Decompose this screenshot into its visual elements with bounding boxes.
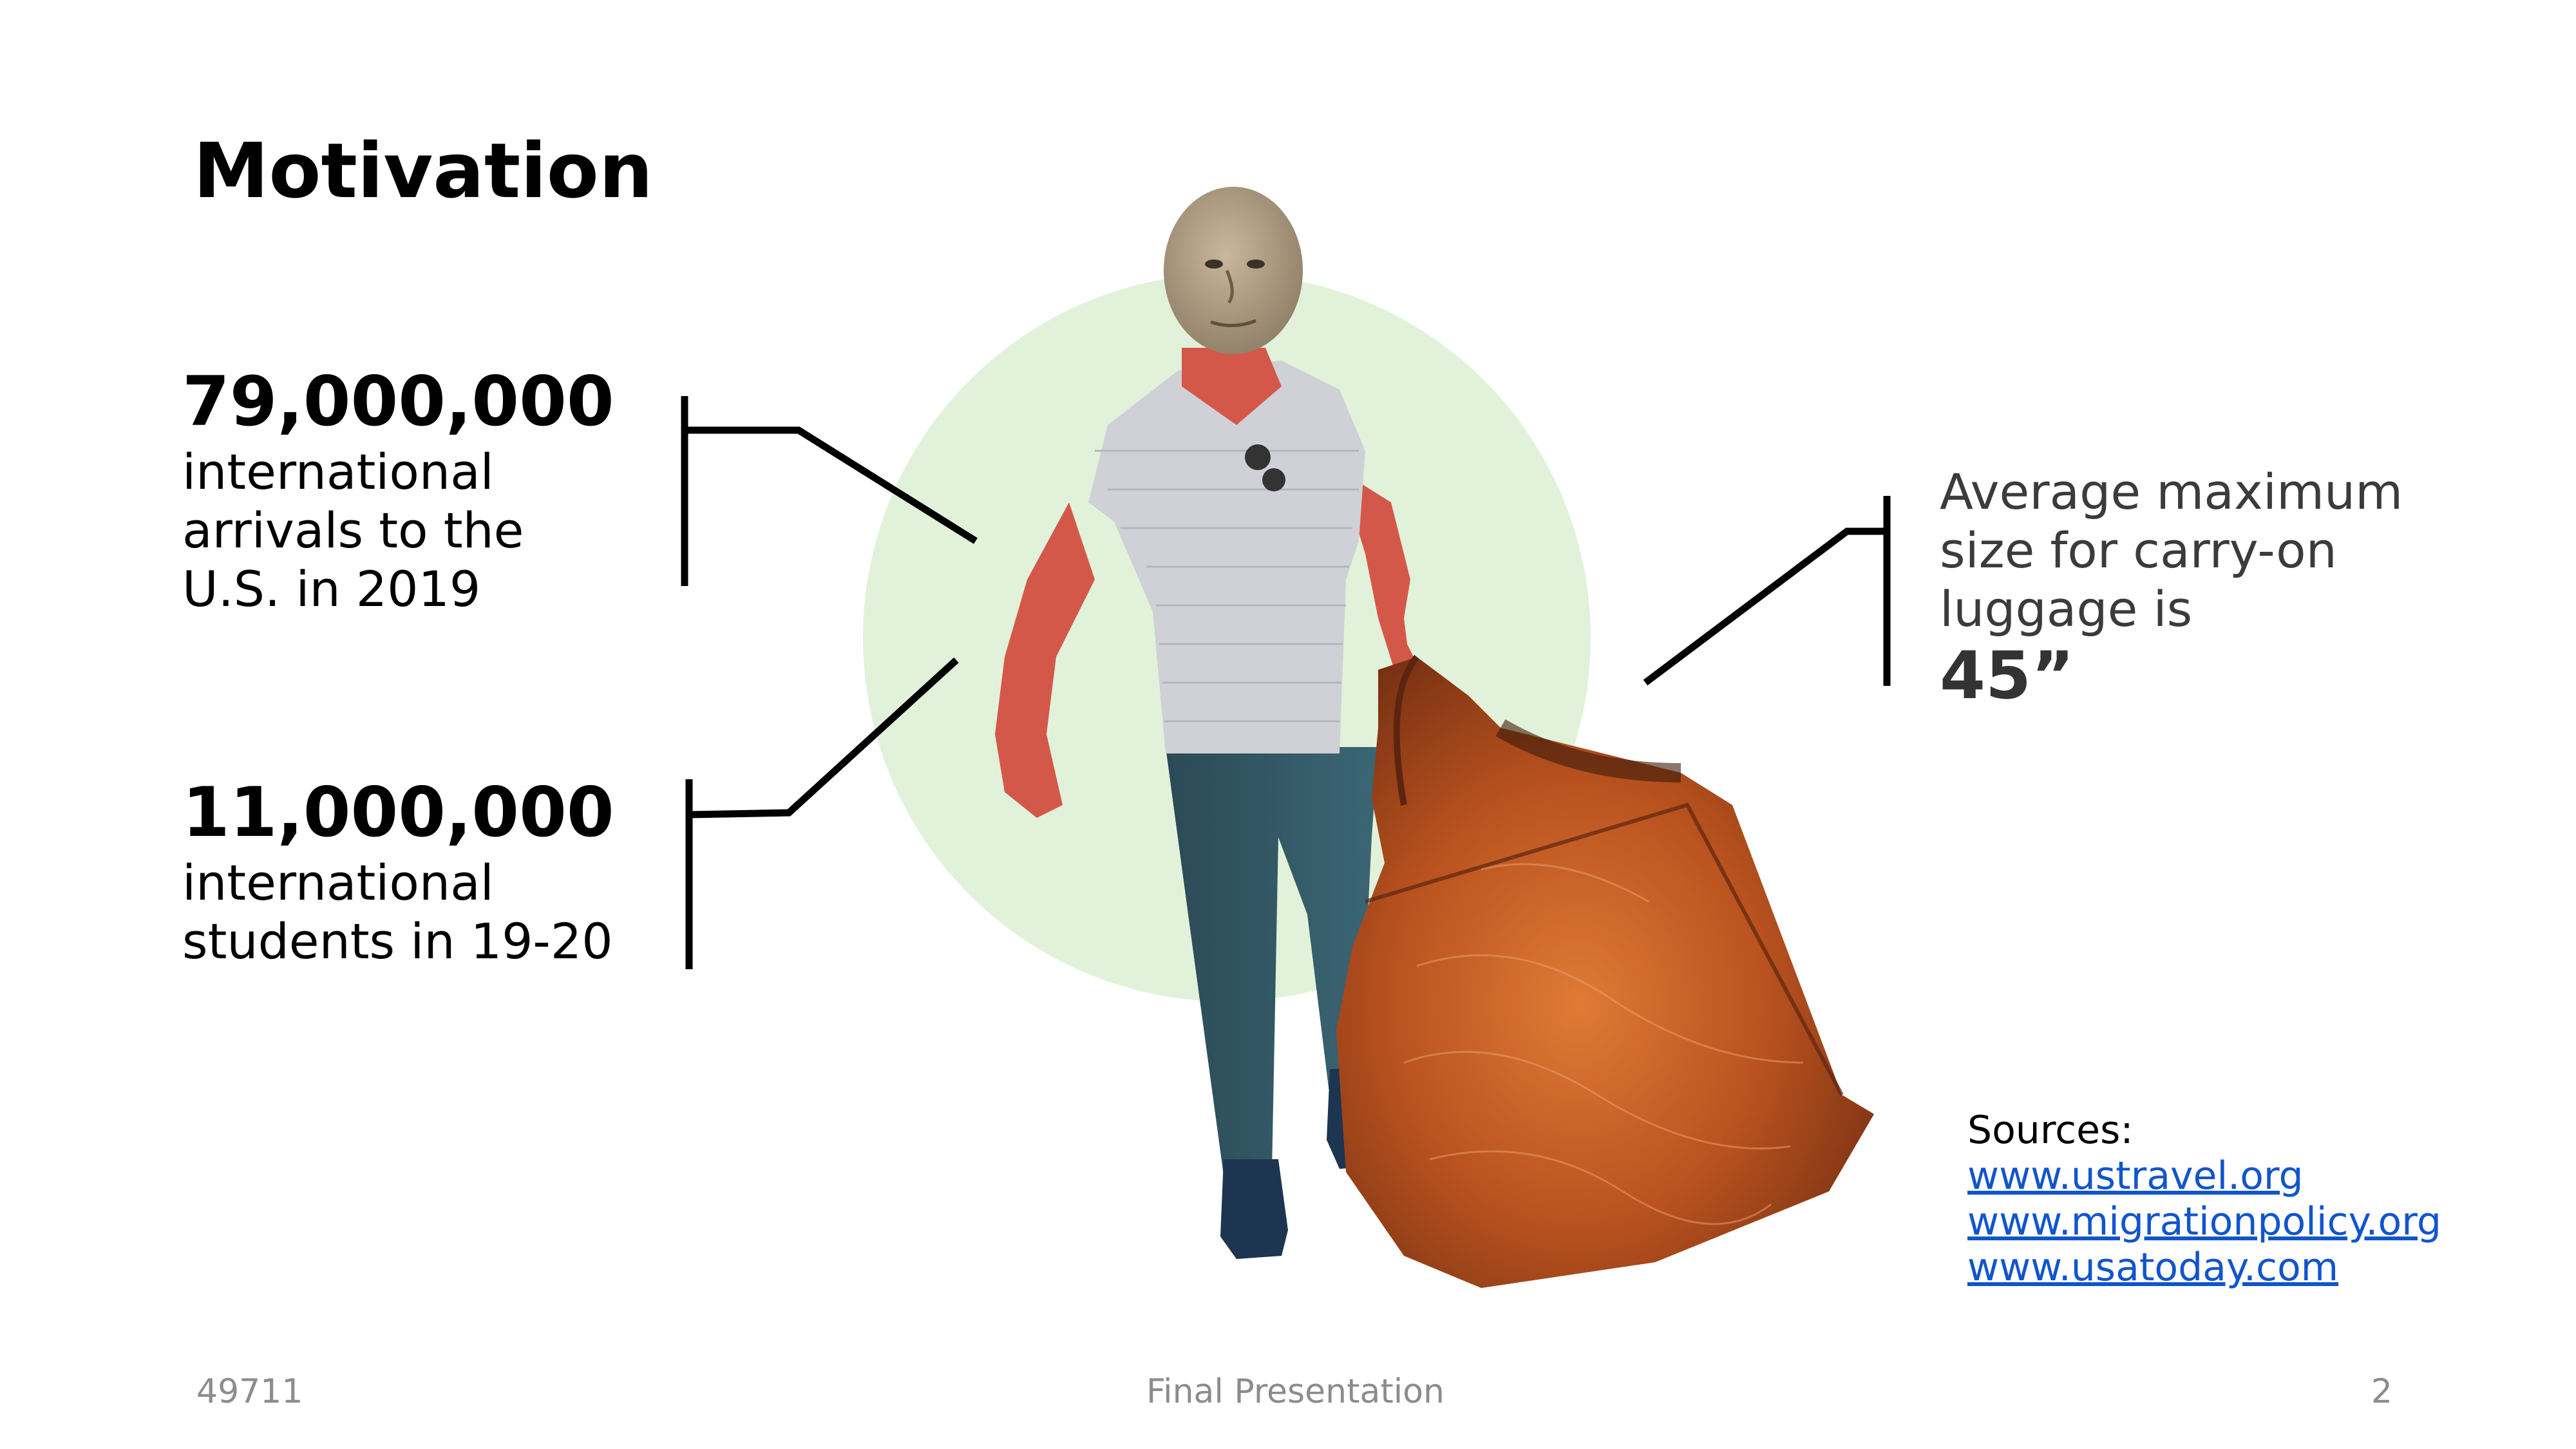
source-link-migrationpolicy[interactable]: www.migrationpolicy.org [1967,1199,2441,1244]
stat-luggage-value: 45” [1940,638,2074,714]
stat-luggage-line-1: Average maximum [1940,463,2403,520]
stat-arrivals-line-3: U.S. in 2019 [182,560,481,618]
connector-line-arrivals [681,396,978,586]
slide-title: Motivation [193,126,653,215]
footer-course-number: 49711 [196,1372,303,1411]
stat-luggage-line-3: luggage is [1940,580,2193,638]
connector-line-students [685,657,959,969]
stat-students-number: 11,000,000 [182,773,614,852]
stat-students-line-2: students in 19-20 [182,913,613,971]
source-link-usatoday[interactable]: www.usatoday.com [1967,1245,2339,1290]
stat-arrivals: 79,000,000 international arrivals to the… [182,361,614,618]
footer-page-number: 2 [2371,1372,2392,1411]
stat-luggage-line-2: size for carry-on [1940,522,2337,579]
connector-lines [681,396,1891,969]
stat-students-line-1: international [182,854,494,912]
stat-arrivals-line-2: arrivals to the [182,502,524,560]
stat-arrivals-line-1: international [182,443,494,501]
stat-students: 11,000,000 international students in 19-… [182,772,614,971]
stat-luggage: Average maximum size for carry-on luggag… [1940,462,2403,714]
sources-block: Sources: www.ustravel.org www.migrationp… [1967,1108,2441,1291]
source-link-ustravel[interactable]: www.ustravel.org [1967,1153,2304,1198]
sources-label: Sources: [1967,1108,2134,1153]
meme-man-head [1164,187,1303,354]
footer-title: Final Presentation [1146,1372,1444,1411]
connector-line-luggage [1643,496,1891,686]
oversized-bag [1336,654,1874,1288]
stat-arrivals-number: 79,000,000 [182,362,614,441]
